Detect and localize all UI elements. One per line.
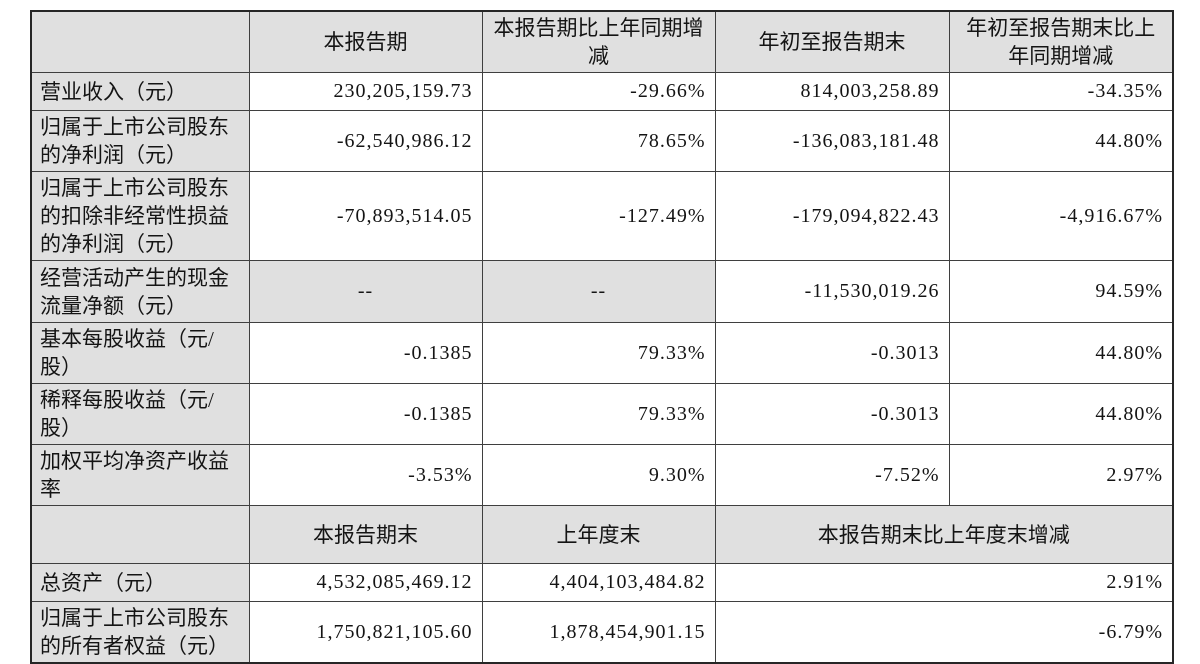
col-header-end-of-last-year: 上年度末 [481, 505, 716, 564]
empty-corner-cell [30, 10, 250, 73]
value-cell: -6.79% [714, 601, 1174, 664]
row-label-weighted-avg-roe: 加权平均净资产收益率 [30, 444, 250, 506]
value-cell: -4,916.67% [948, 171, 1174, 261]
table-row: 经营活动产生的现金流量净额（元） -- -- -11,530,019.26 94… [30, 260, 1174, 323]
col-header-current-period-yoy-change: 本报告期比上年同期增减 [481, 10, 716, 73]
value-cell: 44.80% [948, 383, 1174, 445]
value-cell: -11,530,019.26 [714, 260, 950, 323]
value-cell: 44.80% [948, 322, 1174, 384]
col-header-current-period: 本报告期 [248, 10, 483, 73]
table-row: 归属于上市公司股东的净利润（元） -62,540,986.12 78.65% -… [30, 110, 1174, 172]
value-cell: 9.30% [481, 444, 716, 506]
value-cell: 44.80% [948, 110, 1174, 172]
value-cell: 230,205,159.73 [248, 72, 483, 111]
col-header-period-end-vs-last-year-change: 本报告期末比上年度末增减 [714, 505, 1174, 564]
value-cell: -62,540,986.12 [248, 110, 483, 172]
value-cell: -29.66% [481, 72, 716, 111]
section1-header-row: 本报告期 本报告期比上年同期增减 年初至报告期末 年初至报告期末比上年同期增减 [30, 10, 1174, 73]
value-cell: -136,083,181.48 [714, 110, 950, 172]
col-header-year-to-date: 年初至报告期末 [714, 10, 950, 73]
row-label-diluted-eps: 稀释每股收益（元/股） [30, 383, 250, 445]
value-cell: -70,893,514.05 [248, 171, 483, 261]
row-label-operating-cash-flow: 经营活动产生的现金流量净额（元） [30, 260, 250, 323]
col-header-end-of-period: 本报告期末 [248, 505, 483, 564]
value-cell: 79.33% [481, 383, 716, 445]
financial-summary-table: 本报告期 本报告期比上年同期增减 年初至报告期末 年初至报告期末比上年同期增减 … [30, 10, 1174, 664]
value-cell: 4,532,085,469.12 [248, 563, 483, 602]
table-row: 加权平均净资产收益率 -3.53% 9.30% -7.52% 2.97% [30, 444, 1174, 506]
value-cell: 78.65% [481, 110, 716, 172]
value-cell: -179,094,822.43 [714, 171, 950, 261]
value-cell: 94.59% [948, 260, 1174, 323]
row-label-operating-revenue: 营业收入（元） [30, 72, 250, 111]
value-cell: 79.33% [481, 322, 716, 384]
value-cell: -0.1385 [248, 383, 483, 445]
row-label-equity-attributable-to-shareholders: 归属于上市公司股东的所有者权益（元） [30, 601, 250, 664]
col-header-year-to-date-yoy-change: 年初至报告期末比上年同期增减 [948, 10, 1174, 73]
row-label-total-assets: 总资产（元） [30, 563, 250, 602]
section2-header-row: 本报告期末 上年度末 本报告期末比上年度末增减 [30, 505, 1174, 564]
table-row: 营业收入（元） 230,205,159.73 -29.66% 814,003,2… [30, 72, 1174, 111]
value-cell: 2.97% [948, 444, 1174, 506]
value-cell: -34.35% [948, 72, 1174, 111]
row-label-net-profit: 归属于上市公司股东的净利润（元） [30, 110, 250, 172]
table-row: 总资产（元） 4,532,085,469.12 4,404,103,484.82… [30, 563, 1174, 602]
value-cell: -0.3013 [714, 322, 950, 384]
table-row: 稀释每股收益（元/股） -0.1385 79.33% -0.3013 44.80… [30, 383, 1174, 445]
value-cell: 1,878,454,901.15 [481, 601, 716, 664]
value-cell: -0.3013 [714, 383, 950, 445]
value-cell: -127.49% [481, 171, 716, 261]
value-cell: 4,404,103,484.82 [481, 563, 716, 602]
value-cell-dash: -- [481, 260, 716, 323]
value-cell: 1,750,821,105.60 [248, 601, 483, 664]
table-row: 基本每股收益（元/股） -0.1385 79.33% -0.3013 44.80… [30, 322, 1174, 384]
value-cell: 2.91% [714, 563, 1174, 602]
row-label-basic-eps: 基本每股收益（元/股） [30, 322, 250, 384]
table-row: 归属于上市公司股东的所有者权益（元） 1,750,821,105.60 1,87… [30, 601, 1174, 664]
value-cell-dash: -- [248, 260, 483, 323]
table-row: 归属于上市公司股东的扣除非经常性损益的净利润（元） -70,893,514.05… [30, 171, 1174, 261]
value-cell: -0.1385 [248, 322, 483, 384]
value-cell: -7.52% [714, 444, 950, 506]
value-cell: 814,003,258.89 [714, 72, 950, 111]
empty-corner-cell [30, 505, 250, 564]
value-cell: -3.53% [248, 444, 483, 506]
row-label-net-profit-excl-nonrecurring: 归属于上市公司股东的扣除非经常性损益的净利润（元） [30, 171, 250, 261]
